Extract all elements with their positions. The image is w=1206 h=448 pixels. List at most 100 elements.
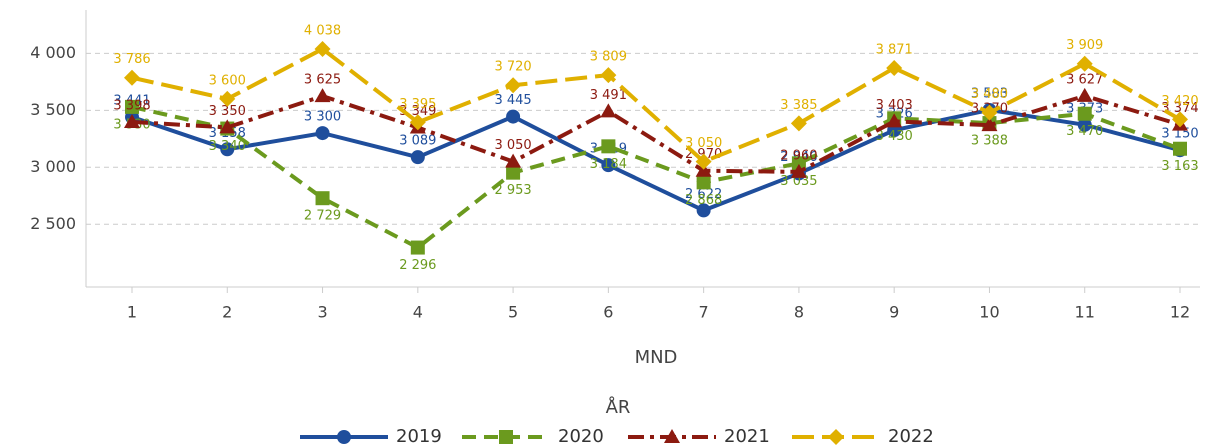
data-label: 3 786 — [113, 52, 150, 67]
data-label: 3 491 — [590, 88, 627, 103]
data-point — [1173, 141, 1187, 156]
series-line — [131, 93, 1181, 174]
data-point — [219, 90, 236, 107]
data-point — [506, 109, 521, 124]
data-label: 3 398 — [113, 98, 150, 113]
data-point — [219, 119, 236, 134]
data-point — [791, 156, 806, 171]
data-label: 3 035 — [780, 174, 817, 189]
data-label: 3 445 — [494, 93, 531, 108]
data-point — [1172, 111, 1188, 128]
data-point — [886, 113, 903, 128]
x-tick-label: 5 — [508, 303, 518, 322]
data-label: 3 350 — [209, 104, 246, 119]
data-point — [981, 117, 998, 132]
legend-marker — [664, 429, 680, 443]
data-point — [695, 162, 712, 177]
x-tick-label: 11 — [1075, 303, 1095, 322]
legend-title: ÅR — [606, 396, 631, 418]
data-label: 3 871 — [876, 43, 913, 58]
data-point — [601, 139, 616, 154]
data-point — [981, 104, 998, 121]
x-tick-label: 9 — [889, 303, 899, 322]
data-label: 3 340 — [209, 139, 246, 154]
data-point — [314, 40, 331, 57]
data-point — [315, 126, 330, 141]
data-point — [790, 163, 807, 178]
legend-marker — [337, 430, 351, 444]
legend-label: 2022 — [888, 426, 934, 447]
data-point — [410, 240, 425, 255]
x-axis-label: MND — [635, 347, 678, 368]
x-tick-label: 8 — [794, 303, 804, 322]
data-label: 2 960 — [780, 148, 817, 163]
data-label: 3 470 — [1066, 124, 1103, 139]
data-point — [410, 150, 425, 165]
data-label: 3 809 — [590, 50, 627, 65]
data-label: 3 050 — [494, 138, 531, 153]
data-label: 3 395 — [399, 97, 436, 112]
x-tick-label: 10 — [979, 303, 999, 322]
data-label: 3 300 — [304, 110, 341, 125]
data-point — [506, 165, 521, 180]
y-tick-label: 4 000 — [30, 43, 76, 62]
data-point — [790, 115, 807, 132]
data-point — [696, 203, 711, 218]
data-point — [601, 158, 616, 173]
data-point — [124, 113, 140, 128]
data-label: 3 480 — [971, 87, 1008, 102]
data-point — [600, 67, 617, 84]
x-tick-label: 2 — [222, 303, 232, 322]
data-label: 3 050 — [685, 136, 722, 151]
data-label: 2 953 — [494, 183, 531, 198]
data-label: 3 089 — [399, 134, 436, 149]
data-label: 2 729 — [304, 209, 341, 224]
data-point — [124, 69, 140, 86]
data-label: 3 163 — [1161, 159, 1198, 174]
data-label: 3 430 — [876, 129, 913, 144]
data-point — [696, 175, 711, 190]
data-label: 2 868 — [685, 193, 722, 208]
data-label: 3 720 — [494, 60, 531, 75]
data-label: 3 600 — [209, 73, 246, 88]
data-label: 2 622 — [685, 187, 722, 202]
data-point — [505, 153, 522, 168]
x-tick-label: 7 — [699, 303, 709, 322]
y-tick-label: 3 000 — [30, 157, 76, 176]
y-tick-label: 2 500 — [30, 214, 76, 233]
data-point — [505, 77, 522, 94]
data-point — [600, 103, 617, 118]
data-label: 3 420 — [1161, 94, 1198, 109]
series-line — [131, 107, 1181, 213]
data-point — [314, 88, 331, 103]
data-label: 2 296 — [399, 258, 436, 273]
data-point — [220, 142, 235, 157]
data-point — [125, 99, 139, 114]
series-line — [131, 46, 1182, 164]
data-point — [1077, 117, 1092, 132]
data-point — [409, 114, 426, 131]
x-tick-label: 6 — [603, 303, 613, 322]
data-point — [1077, 106, 1092, 121]
legend-marker — [828, 429, 844, 445]
data-label: 3 184 — [590, 157, 627, 172]
data-label: 3 385 — [780, 98, 817, 113]
data-label: 3 150 — [1161, 127, 1198, 142]
data-label: 4 038 — [304, 23, 341, 38]
x-tick-label: 3 — [317, 303, 327, 322]
legend-label: 2021 — [724, 426, 770, 447]
data-label: 3 403 — [876, 98, 913, 113]
legend-label: 2019 — [396, 426, 442, 447]
data-label: 3 909 — [1066, 38, 1103, 53]
y-tick-label: 3 500 — [30, 100, 76, 119]
data-point — [886, 60, 903, 77]
data-label: 3 388 — [971, 134, 1008, 149]
x-tick-label: 4 — [413, 303, 423, 322]
data-label: 3 627 — [1066, 72, 1103, 87]
data-label: 3 503 — [971, 86, 1008, 101]
series-line — [131, 104, 1181, 250]
data-point — [315, 191, 330, 206]
data-label: 3 625 — [304, 73, 341, 88]
legend-marker — [499, 430, 513, 444]
